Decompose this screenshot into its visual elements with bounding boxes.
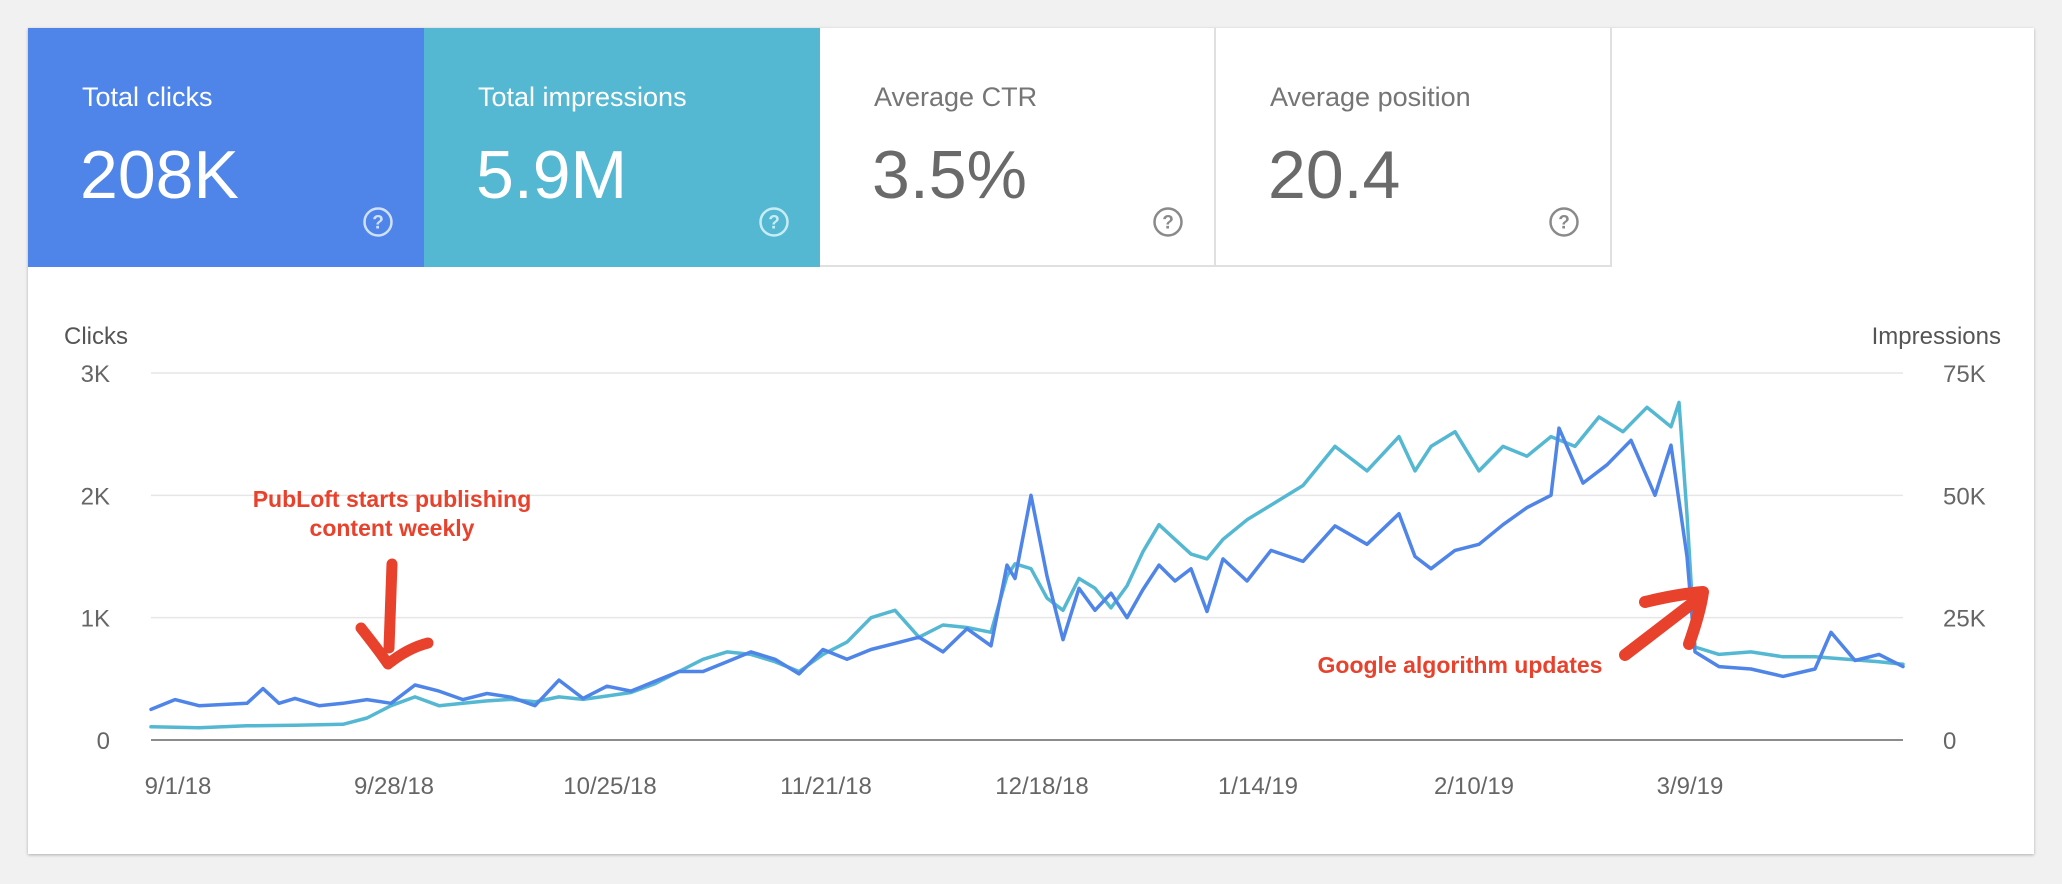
metric-label: Average CTR xyxy=(874,82,1038,112)
arrow-down-icon xyxy=(355,558,434,670)
chart-grid xyxy=(151,372,1903,741)
svg-text:?: ? xyxy=(1162,213,1174,234)
metric-label: Average position xyxy=(1270,82,1471,112)
arrow-up-right-icon xyxy=(1619,586,1709,661)
metric-value: 208K xyxy=(80,137,239,213)
metric-average-ctr[interactable]: Average CTR 3.5% ? xyxy=(820,28,1216,267)
svg-text:?: ? xyxy=(1558,213,1570,234)
svg-text:?: ? xyxy=(372,213,384,234)
y-left-tick-label: 2K xyxy=(81,483,110,510)
y-right-tick-label: 25K xyxy=(1943,606,1986,633)
x-tick-label: 9/28/18 xyxy=(354,773,434,800)
right-axis-label: Impressions xyxy=(1872,323,2001,350)
metric-total-clicks[interactable]: Total clicks 208K ? xyxy=(28,28,424,267)
metric-label: Total clicks xyxy=(82,82,213,112)
metric-value: 20.4 xyxy=(1268,137,1401,213)
right-axis-ticks: 0 25K 50K 75K xyxy=(1943,361,1986,755)
x-axis-ticks: 9/1/18 9/28/18 10/25/18 11/21/18 12/18/18 1/1… xyxy=(145,773,1724,800)
y-left-tick-label: 0 xyxy=(97,728,110,755)
metric-average-position[interactable]: Average position 20.4 ? xyxy=(1216,28,1612,267)
svg-text:?: ? xyxy=(768,213,780,234)
series-line-impressions xyxy=(149,400,1905,730)
x-tick-label: 2/10/19 xyxy=(1434,773,1514,800)
metric-value: 5.9M xyxy=(476,137,628,213)
performance-card: Total clicks 208K ? Total impressions 5.… xyxy=(28,28,2034,854)
performance-chart: Clicks Impressions 0 1K 2K 3K 0 25K 50K 75K 9/… xyxy=(64,323,2001,800)
x-tick-label: 1/14/19 xyxy=(1218,773,1298,800)
x-tick-label: 3/9/19 xyxy=(1657,773,1724,800)
left-axis-label: Clicks xyxy=(64,323,128,350)
y-right-tick-label: 75K xyxy=(1943,361,1986,388)
y-left-tick-label: 3K xyxy=(81,361,110,388)
y-right-tick-label: 0 xyxy=(1943,728,1956,755)
help-icon[interactable]: ? xyxy=(1548,206,1580,238)
x-tick-label: 9/1/18 xyxy=(145,773,212,800)
x-tick-label: 12/18/18 xyxy=(995,773,1088,800)
help-icon[interactable]: ? xyxy=(362,206,394,238)
annotation-publoft-line2: content weekly xyxy=(310,515,475,541)
help-icon[interactable]: ? xyxy=(758,206,790,238)
annotation-publoft-line1: PubLoft starts publishing xyxy=(253,486,532,512)
metric-label: Total impressions xyxy=(478,82,687,112)
x-tick-label: 11/21/18 xyxy=(780,773,872,800)
help-icon[interactable]: ? xyxy=(1152,206,1184,238)
x-tick-label: 10/25/18 xyxy=(563,773,656,800)
left-axis-ticks: 0 1K 2K 3K xyxy=(81,361,110,755)
chart-series xyxy=(149,400,1905,730)
y-right-tick-label: 50K xyxy=(1943,483,1986,510)
y-left-tick-label: 1K xyxy=(81,606,110,633)
metric-value: 3.5% xyxy=(872,137,1027,213)
series-line-clicks xyxy=(149,426,1905,712)
metric-total-impressions[interactable]: Total impressions 5.9M ? xyxy=(424,28,820,267)
annotation-google: Google algorithm updates xyxy=(1318,652,1603,678)
